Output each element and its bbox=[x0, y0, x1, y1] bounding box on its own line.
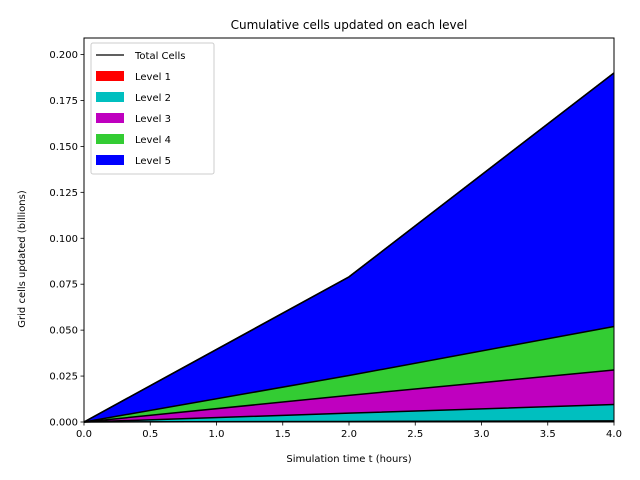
x-tick-label: 1.5 bbox=[275, 429, 291, 440]
legend-swatch-level-3 bbox=[96, 113, 124, 123]
legend-swatch-level-5 bbox=[96, 155, 124, 165]
x-tick-label: 0.5 bbox=[142, 429, 158, 440]
area-level-5 bbox=[84, 72, 614, 422]
y-tick-label: 0.125 bbox=[49, 188, 78, 199]
y-axis: 0.000 0.025 0.050 0.075 0.100 0.125 0.150 0.175… bbox=[49, 50, 84, 429]
legend-swatch-level-4 bbox=[96, 134, 124, 144]
y-tick-label: 0.175 bbox=[49, 96, 78, 107]
y-tick-label: 0.150 bbox=[49, 142, 78, 153]
y-tick-label: 0.000 bbox=[49, 418, 78, 429]
y-tick-label: 0.050 bbox=[49, 326, 78, 337]
legend-label: Total Cells bbox=[134, 51, 185, 62]
x-tick-label: 3.0 bbox=[474, 429, 490, 440]
x-axis: 0.0 0.5 1.0 1.5 2.0 2.5 3.0 3.5 4.0 bbox=[76, 422, 622, 440]
x-tick-label: 4.0 bbox=[606, 429, 622, 440]
legend-box bbox=[90, 42, 215, 175]
x-axis-label: Simulation time t (hours) bbox=[286, 454, 411, 465]
legend-swatch-level-2 bbox=[96, 92, 124, 102]
legend-swatch-level-1 bbox=[96, 71, 124, 81]
boundary-line-level-2 bbox=[83, 403, 615, 423]
y-tick-label: 0.025 bbox=[49, 372, 78, 383]
boundary-line-level-4 bbox=[83, 325, 615, 423]
chart-title: Cumulative cells updated on each level bbox=[231, 18, 468, 32]
legend-label: Level 4 bbox=[135, 135, 171, 146]
x-tick-label: 2.5 bbox=[407, 429, 423, 440]
legend-label: Level 2 bbox=[135, 93, 171, 104]
x-tick-label: 2.0 bbox=[341, 429, 357, 440]
boundary-line-level-3 bbox=[83, 369, 615, 423]
legend: Total Cells Level 1 Level 2 Level 3 Level 4 L… bbox=[90, 42, 215, 175]
y-tick-label: 0.075 bbox=[49, 280, 78, 291]
x-tick-label: 3.5 bbox=[540, 429, 556, 440]
total-cells-line bbox=[83, 72, 615, 423]
y-tick-label: 0.100 bbox=[49, 234, 78, 245]
y-tick-label: 0.200 bbox=[49, 50, 78, 61]
area-level-4 bbox=[84, 326, 614, 422]
legend-label: Level 1 bbox=[135, 72, 171, 83]
x-tick-label: 0.0 bbox=[76, 429, 92, 440]
y-axis-label: Grid cells updated (billions) bbox=[17, 190, 28, 328]
legend-label: Level 5 bbox=[135, 156, 171, 167]
x-tick-label: 1.0 bbox=[209, 429, 225, 440]
legend-label: Level 3 bbox=[135, 114, 171, 125]
